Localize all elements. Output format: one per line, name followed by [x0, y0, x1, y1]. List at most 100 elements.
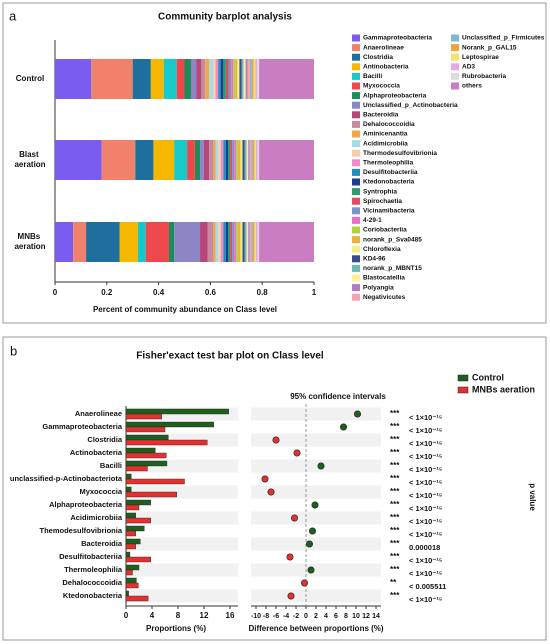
- bar-segment: [55, 140, 102, 180]
- x-tick-label: 0.4: [153, 288, 165, 297]
- x-tick-label: 0.2: [101, 288, 113, 297]
- significance: ***: [390, 409, 400, 418]
- ci-point: [317, 462, 325, 470]
- ci-point: [290, 514, 298, 522]
- y-tick-label: Desulfitobacteriia: [59, 552, 123, 561]
- legend-label: Rubrobacteria: [462, 73, 506, 80]
- bar-segment: [254, 140, 256, 180]
- legend-swatch: [457, 374, 469, 382]
- bar-segment: [249, 59, 252, 99]
- bar-segment: [215, 222, 219, 262]
- y-tick-label: Gammaproteobacteria: [42, 422, 122, 431]
- x-tick-label: 0: [304, 613, 308, 620]
- legend-swatch: [451, 44, 459, 52]
- bar-segment: [153, 140, 175, 180]
- legend-label: Bacilli: [363, 73, 382, 80]
- bar-segment: [244, 140, 247, 180]
- p-value: < 1×10⁻¹⁵: [409, 465, 443, 474]
- bar-segment: [86, 222, 120, 262]
- x-tick-label: 0.8: [257, 288, 269, 297]
- x-tick-label: 0: [53, 288, 58, 297]
- bar-segment: [248, 222, 250, 262]
- y-tick-label: Anaerolineae: [75, 409, 122, 418]
- significance: ***: [390, 474, 400, 483]
- label-line: aeration: [14, 242, 45, 251]
- x-tick-label: 14: [372, 613, 380, 620]
- bar-segment: [223, 59, 226, 99]
- bar: [125, 538, 141, 545]
- bar-segment: [233, 59, 236, 99]
- panel-a-frame: [2, 2, 547, 324]
- y-tick-label: Blast aeration: [14, 150, 45, 169]
- bar-segment: [218, 59, 221, 99]
- y-tick-label: Bacteroidia: [81, 539, 123, 548]
- y-tick-label: Clostridia: [87, 435, 122, 444]
- y-tick-label: Ktedonobacteria: [63, 591, 123, 600]
- row-stripe: [126, 589, 238, 603]
- y-tick-label: Bacilli: [100, 461, 122, 470]
- bar-segment: [248, 140, 250, 180]
- bar-segment: [249, 140, 252, 180]
- bar-segment: [163, 59, 177, 99]
- legend-label: Ktedonobacteria: [363, 179, 415, 186]
- bar-segment: [240, 140, 243, 180]
- legend-label: Unclassified_p_Firmicutes: [462, 35, 545, 42]
- x-tick-label: 1: [312, 288, 317, 297]
- legend-label: Thermodesulfovibrionia: [363, 150, 437, 157]
- bar: [125, 478, 185, 485]
- bar-segment: [230, 140, 233, 180]
- legend-swatch: [451, 72, 459, 80]
- bar-segment: [241, 59, 244, 99]
- bar-segment: [240, 222, 243, 262]
- row-stripe: [251, 433, 381, 447]
- row-stripe: [251, 563, 381, 577]
- legend-swatch: [352, 178, 360, 186]
- legend-label: Myxococcia: [363, 83, 400, 90]
- bar-segment: [236, 222, 239, 262]
- legend-label: others: [462, 83, 482, 90]
- p-value: < 1×10⁻¹⁵: [409, 569, 443, 578]
- x-tick-label: 4: [150, 611, 155, 620]
- bar-segment: [255, 222, 258, 262]
- ci-point: [305, 540, 313, 548]
- x-tick-label: 4: [324, 613, 328, 620]
- bar-segment: [225, 222, 229, 262]
- y-tick-label: Thermoleophilia: [64, 565, 123, 574]
- ci-point: [311, 501, 319, 509]
- bar-segment: [187, 140, 195, 180]
- legend-label: Alphaproteobacteria: [363, 92, 427, 99]
- bar: [125, 569, 133, 576]
- bar: [125, 517, 151, 524]
- legend-label: Bacteroidia: [363, 112, 399, 119]
- p-value: < 1×10⁻¹⁵: [409, 452, 443, 461]
- bar: [125, 556, 151, 563]
- ci-point: [287, 592, 295, 600]
- legend-swatch: [457, 386, 469, 394]
- bar: [125, 465, 148, 472]
- significance: ***: [390, 435, 400, 444]
- legend-swatch: [352, 168, 360, 176]
- p-value: < 1×10⁻¹⁵: [409, 426, 443, 435]
- bar-segment: [220, 59, 224, 99]
- bar-segment: [257, 222, 260, 262]
- bar-segment: [251, 222, 253, 262]
- bar-segment: [91, 59, 133, 99]
- bar-segment: [223, 140, 226, 180]
- ci-point: [308, 527, 316, 535]
- panel-label: b: [10, 343, 17, 358]
- significance: ***: [390, 422, 400, 431]
- bar-segment: [209, 140, 213, 180]
- p-value: < 1×10⁻¹⁵: [409, 595, 443, 604]
- p-value: < 1×10⁻¹⁵: [409, 491, 443, 500]
- bar-segment: [73, 222, 87, 262]
- bar-segment: [212, 59, 216, 99]
- x-tick-label: 2: [314, 613, 318, 620]
- legend-swatch: [352, 111, 360, 119]
- bar-segment: [237, 59, 240, 99]
- bar-segment: [150, 59, 164, 99]
- panel-label: a: [9, 8, 17, 23]
- bar-segment: [255, 140, 258, 180]
- ci-point: [307, 566, 315, 574]
- bar-segment: [253, 59, 256, 99]
- significance: **: [390, 578, 397, 587]
